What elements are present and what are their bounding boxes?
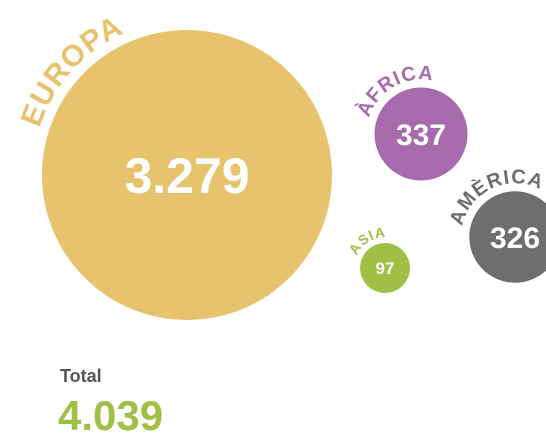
total-label: Total bbox=[60, 366, 102, 386]
bubble bbox=[360, 243, 410, 293]
bubble-value: 326 bbox=[490, 222, 540, 255]
bubble-value: 97 bbox=[376, 259, 395, 278]
bubble bbox=[469, 191, 546, 283]
bubble bbox=[42, 30, 332, 320]
bubble bbox=[374, 87, 468, 181]
bubble-value: 337 bbox=[396, 119, 446, 152]
bubble-value: 3.279 bbox=[124, 148, 249, 204]
total-value: 4.039 bbox=[58, 392, 163, 435]
